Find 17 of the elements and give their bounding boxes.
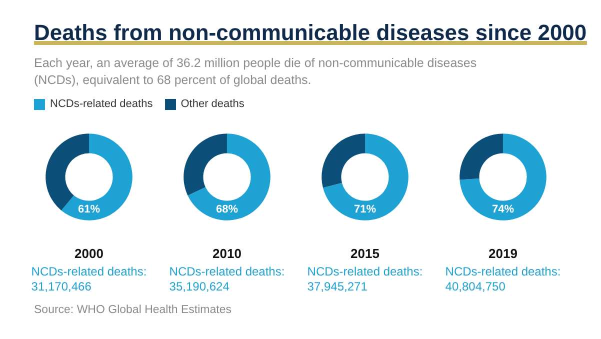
legend-label: Other deaths xyxy=(180,98,244,110)
text: NCDs-related deaths: 35,190,624 xyxy=(169,264,285,294)
text: 2015 xyxy=(350,246,380,261)
source-note: Source: WHO Global Health Estimates xyxy=(34,304,232,316)
data-label: 74% xyxy=(492,204,514,216)
data-label: 71% xyxy=(354,204,376,216)
chart-subtitle: Each year, an average of 36.2 million people die of non-communicable diseases (NCDs), equivalent to 68 percent of global deaths. xyxy=(34,55,478,89)
text: NCDs-related deaths: 37,945,271 xyxy=(307,264,423,294)
data-label: 61% xyxy=(78,204,100,216)
text: 2019 xyxy=(488,246,518,261)
text: 2000 xyxy=(74,246,104,261)
legend-label: NCDs-related deaths xyxy=(50,98,153,110)
text: NCDs-related deaths: 40,804,750 xyxy=(445,264,561,294)
text: 2010 xyxy=(212,246,242,261)
text: Deaths from non-communicable diseases since 2000 xyxy=(34,20,587,45)
text: NCDs-related deaths: 31,170,466 xyxy=(31,264,147,294)
data-label: 68% xyxy=(216,204,238,216)
